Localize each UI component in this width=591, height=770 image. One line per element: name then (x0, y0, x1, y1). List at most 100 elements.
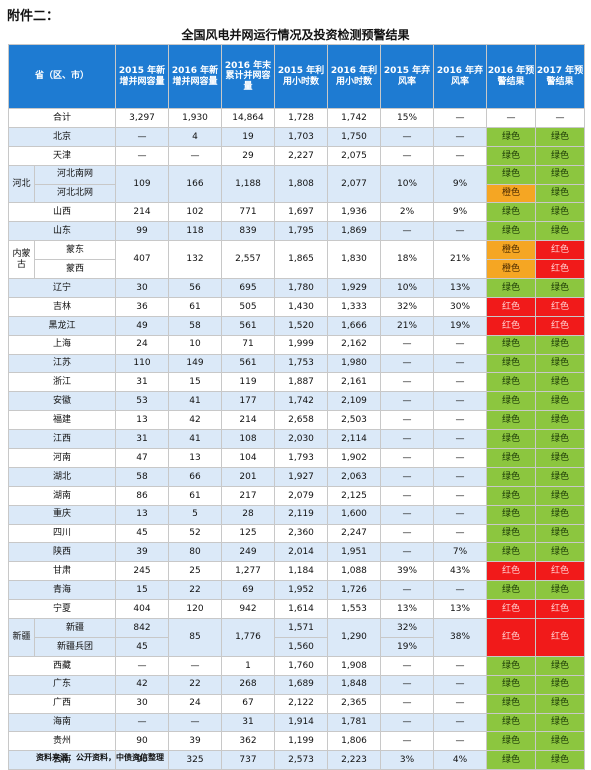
province-name: 重庆 (7, 504, 117, 525)
value-cell: — (380, 542, 435, 563)
warning-2017: 绿色 (535, 278, 586, 298)
value-cell: 15 (115, 580, 170, 601)
value-cell: — (433, 108, 488, 128)
value-cell: 201 (221, 466, 276, 487)
value-cell: 2,503 (327, 410, 382, 431)
warning-2016: 橙色 (486, 183, 537, 204)
value-cell: 1,753 (274, 353, 329, 374)
warning-2016: 绿色 (486, 126, 537, 147)
warning-2017: 红色 (535, 618, 586, 657)
value-cell: 39 (115, 542, 170, 563)
table-row: 上海 24 10 71 1,999 2,162— — 绿色 绿色 (7, 334, 586, 355)
value-cell: 2,014 (274, 542, 329, 563)
table-row: 吉林 36 61 505 1,430 1,333 32% 30% 红色 红色 (7, 296, 586, 317)
value-cell: 942 (221, 599, 276, 620)
value-cell: — (380, 466, 435, 487)
value-cell: 58 (115, 466, 170, 487)
value-cell: 53 (115, 391, 170, 412)
warning-2016: 绿色 (486, 164, 537, 185)
value-cell: 1,600 (327, 504, 382, 525)
value-cell: 125 (221, 523, 276, 544)
warning-2017: 绿色 (535, 712, 586, 733)
value-cell: 19 (221, 126, 276, 147)
value-cell: 2,030 (274, 429, 329, 450)
value-cell: 149 (168, 353, 223, 374)
table-title: 全国风电并网运行情况及投资检测预警结果 (181, 28, 410, 42)
value-cell: — (380, 504, 435, 525)
province-name: 天津 (7, 145, 117, 166)
value-cell: — (115, 126, 170, 147)
value-cell: 1,999 (274, 334, 329, 355)
value-cell: — (380, 429, 435, 450)
value-cell: 2,109 (327, 391, 382, 412)
value-cell: 561 (221, 353, 276, 374)
sub-region-name: 河北南网 (33, 164, 117, 185)
warning-2016: 绿色 (486, 429, 537, 450)
province-name: 山西 (7, 202, 117, 223)
warning-2016: 绿色 (486, 221, 537, 242)
value-cell: 1,795 (274, 221, 329, 242)
value-cell: 58 (168, 315, 223, 336)
value-cell: — (380, 353, 435, 374)
warning-2016: 绿色 (486, 693, 537, 714)
province-name: 上海 (7, 334, 117, 355)
value-cell: 28 (221, 504, 276, 525)
value-cell: 1,760 (274, 655, 329, 676)
value-cell: 1,908 (327, 655, 382, 676)
warning-2017: 绿色 (535, 485, 586, 506)
province-name: 湖北 (7, 466, 117, 487)
value-cell: 69 (221, 580, 276, 601)
warning-2017: 绿色 (535, 334, 586, 355)
header-2015-new: 2015 年新增并网容量 (115, 44, 170, 109)
value-cell: 737 (221, 750, 276, 770)
province-name: 北京 (7, 126, 117, 147)
value-cell: 22 (168, 674, 223, 695)
table-row: 合计 3,297 1,930 14,864 1,728 1,742 15% — — — (7, 108, 586, 128)
province-name: 广西 (7, 693, 117, 714)
value-cell: 1,914 (274, 712, 329, 733)
value-cell: 71 (221, 334, 276, 355)
table-row: 山东 99 118 839 1,795 1,869— — 绿色 绿色 (7, 221, 586, 242)
warning-2017: 绿色 (535, 523, 586, 544)
value-cell: — (433, 221, 488, 242)
value-cell: 21% (433, 240, 488, 280)
warning-2016: 橙色 (486, 259, 537, 280)
value-cell: — (433, 712, 488, 733)
table-row: 福建 13 42 214 2,658 2,503— — 绿色 绿色 (7, 410, 586, 431)
warning-2017: 绿色 (535, 429, 586, 450)
value-cell: 2,162 (327, 334, 382, 355)
warning-2016: 红色 (486, 296, 537, 317)
sub-region-name: 蒙西 (33, 259, 117, 280)
province-name: 浙江 (7, 372, 117, 393)
value-cell: 25 (168, 561, 223, 582)
warning-2017: 绿色 (535, 504, 586, 525)
value-cell: 2,227 (274, 145, 329, 166)
warning-2016: 红色 (486, 315, 537, 336)
warning-2017: 绿色 (535, 466, 586, 487)
header-2016-curtail: 2016 年弃风率 (433, 44, 488, 109)
header-2016-total: 2016 年末累计并网容量 (221, 44, 276, 109)
warning-2016: 绿色 (486, 542, 537, 563)
value-cell: 24 (115, 334, 170, 355)
value-cell: 56 (168, 278, 223, 298)
header-2015-curtail: 2015 年弃风率 (380, 44, 435, 109)
value-cell: 1,333 (327, 296, 382, 317)
value-cell: 4% (433, 750, 488, 770)
table-row: 河北 河北南网 109 166 1,188 1,808 2,077 10% 9% 绿色 绿色 (8, 164, 586, 204)
value-cell: — (433, 126, 488, 147)
value-cell: 2,079 (274, 485, 329, 506)
value-cell: 2,114 (327, 429, 382, 450)
table-row: 宁夏 404 120 942 1,614 1,553 13% 13% 红色 红色 (7, 599, 586, 620)
value-cell: 10% (380, 164, 435, 204)
value-cell: — (380, 523, 435, 544)
province-name: 合计 (7, 108, 117, 128)
value-cell: 49 (115, 315, 170, 336)
value-cell: 2,125 (327, 485, 382, 506)
value-cell: 1,728 (274, 108, 329, 128)
value-cell: 1,936 (327, 202, 382, 223)
warning-2016: 绿色 (486, 334, 537, 355)
value-cell: 2,122 (274, 693, 329, 714)
warning-2017: 红色 (535, 599, 586, 620)
value-cell: 245 (115, 561, 170, 582)
value-cell: 13% (433, 599, 488, 620)
